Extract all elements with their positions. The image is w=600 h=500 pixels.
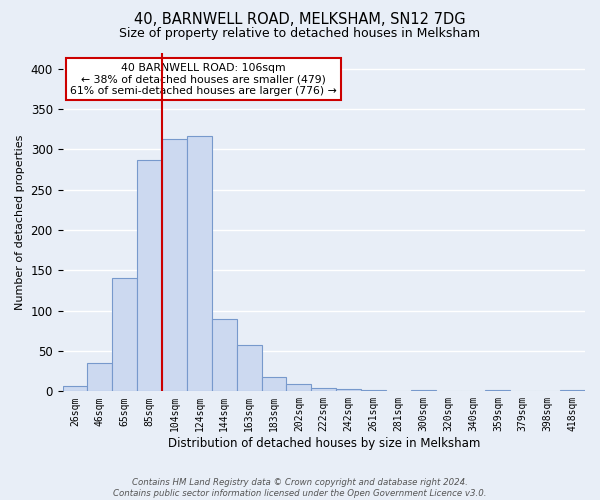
- Bar: [361, 390, 386, 392]
- Bar: [262, 377, 286, 392]
- X-axis label: Distribution of detached houses by size in Melksham: Distribution of detached houses by size …: [167, 437, 480, 450]
- Text: Size of property relative to detached houses in Melksham: Size of property relative to detached ho…: [119, 28, 481, 40]
- Bar: [137, 160, 162, 392]
- Bar: [311, 388, 336, 392]
- Bar: [62, 386, 88, 392]
- Bar: [212, 318, 236, 392]
- Text: 40, BARNWELL ROAD, MELKSHAM, SN12 7DG: 40, BARNWELL ROAD, MELKSHAM, SN12 7DG: [134, 12, 466, 28]
- Bar: [162, 139, 187, 392]
- Bar: [88, 363, 112, 392]
- Bar: [112, 278, 137, 392]
- Text: 40 BARNWELL ROAD: 106sqm
← 38% of detached houses are smaller (479)
61% of semi-: 40 BARNWELL ROAD: 106sqm ← 38% of detach…: [70, 62, 337, 96]
- Bar: [485, 390, 511, 392]
- Bar: [411, 390, 436, 392]
- Y-axis label: Number of detached properties: Number of detached properties: [15, 134, 25, 310]
- Text: Contains HM Land Registry data © Crown copyright and database right 2024.
Contai: Contains HM Land Registry data © Crown c…: [113, 478, 487, 498]
- Bar: [187, 136, 212, 392]
- Bar: [336, 389, 361, 392]
- Bar: [560, 390, 585, 392]
- Bar: [286, 384, 311, 392]
- Bar: [236, 346, 262, 392]
